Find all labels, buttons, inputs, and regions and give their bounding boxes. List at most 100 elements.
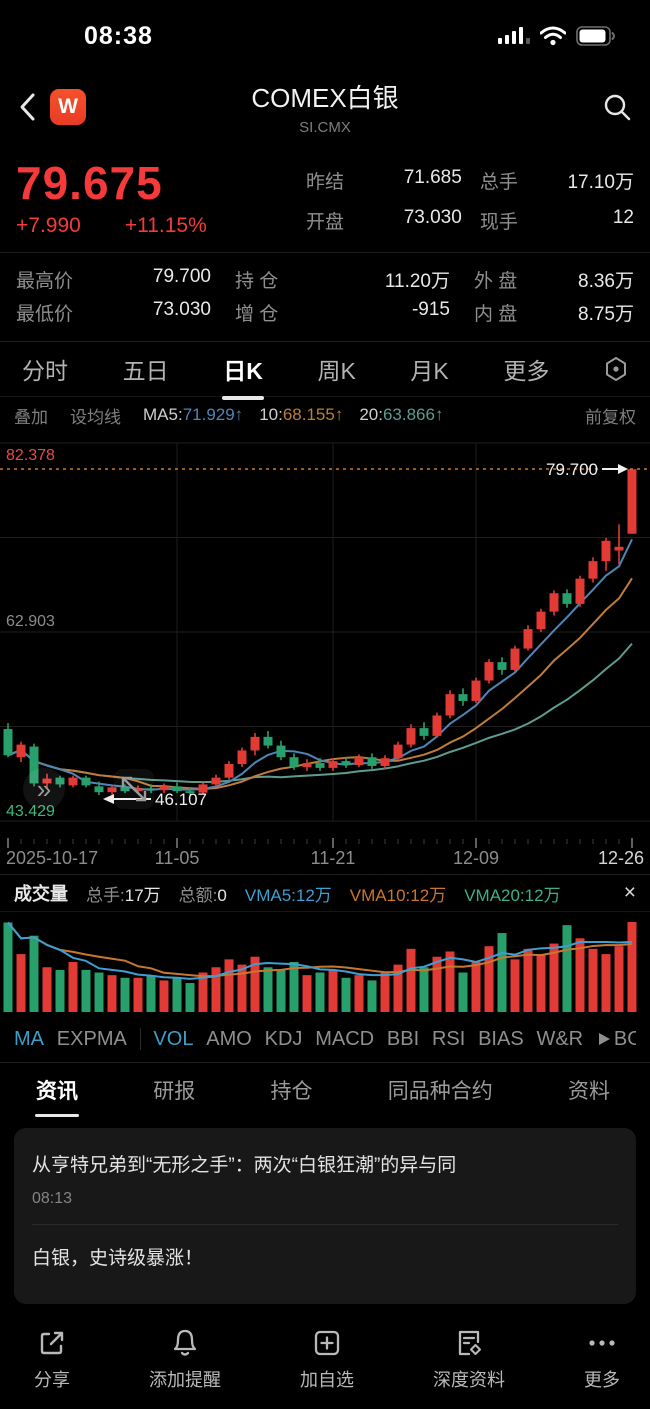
search-icon[interactable]: [602, 92, 632, 122]
wifi-icon: [540, 26, 566, 46]
vma20-value: VMA20:12万: [464, 885, 561, 905]
ma5-value: MA5:71.929↑: [143, 405, 244, 424]
axis-date-label: 2025-10-17: [6, 848, 99, 868]
last-price: 79.675: [16, 157, 163, 209]
page-title: COMEX白银: [251, 83, 399, 113]
tab-news[interactable]: 资讯: [36, 1063, 78, 1117]
axis-date-label: 12-09: [452, 848, 500, 868]
price-change: +7.990: [16, 214, 81, 237]
app-badge[interactable]: W: [50, 89, 86, 125]
tab-five-day[interactable]: 五日: [122, 358, 169, 384]
share-button[interactable]: 分享: [34, 1327, 70, 1392]
cellular-signal-icon: [498, 27, 530, 44]
x-axis: 2025-10-17 11-05 11-21 12-09 12-26: [0, 838, 650, 874]
volume-header: 成交量 总手:17万 总额:0 VMA5:12万 VMA10:12万 VMA20…: [0, 874, 650, 912]
field-outer-volume: 外 盘 8.36万: [474, 271, 634, 292]
indicator-rsi[interactable]: RSI: [431, 1027, 466, 1050]
svg-text:43.429: 43.429: [6, 803, 55, 820]
tab-intraday[interactable]: 分时: [22, 358, 68, 384]
quote-section: 79.675 +7.990 +11.15% 昨结 71.685 总手 17.10万 …: [0, 152, 650, 252]
volume-total-lots: 总手:17万: [86, 885, 161, 905]
indicator-vol[interactable]: VOL: [153, 1027, 194, 1050]
divider: [139, 1028, 141, 1050]
home-indicator-area: [0, 1402, 650, 1409]
tab-monthly-k[interactable]: 月K: [410, 358, 449, 384]
tab-more-periods[interactable]: 更多: [503, 358, 550, 384]
tab-daily-k[interactable]: 日K: [221, 342, 265, 396]
field-current-volume: 现手 12: [479, 206, 634, 233]
axis-date-label: 11-21: [310, 848, 356, 868]
ma-indicator-bar: 叠加 设均线 MA5:71.929↑ 10:68.155↑ 20:63.866↑…: [0, 397, 650, 433]
clock: 08:38: [84, 21, 153, 50]
adjust-mode-button[interactable]: 前复权: [585, 407, 636, 427]
add-alert-button[interactable]: 添加提醒: [149, 1327, 221, 1392]
indicator-kdj[interactable]: KDJ: [264, 1027, 303, 1050]
axis-date-label: 12-26: [597, 848, 644, 868]
set-ma-button[interactable]: 设均线: [70, 407, 121, 427]
field-inner-volume: 内 盘 8.75万: [474, 304, 634, 325]
share-icon: [40, 1331, 64, 1354]
ma20-value: 20:63.866↑: [359, 405, 444, 424]
stats-section: 最高价 79.700 持 仓 11.20万 外 盘 8.36万 最低价 73.030 增…: [0, 252, 650, 341]
news-item[interactable]: 白银，史诗级暴涨！: [32, 1223, 618, 1289]
overlay-button[interactable]: 叠加: [14, 407, 48, 427]
svg-text:82.378: 82.378: [6, 447, 55, 464]
axis-date-label: 11-05: [154, 848, 200, 868]
more-button[interactable]: 更多: [584, 1327, 620, 1392]
svg-text:79.700: 79.700: [546, 460, 598, 479]
field-open-interest: 持 仓 11.20万: [235, 271, 450, 292]
volume-title: 成交量: [14, 884, 68, 904]
tab-weekly-k[interactable]: 周K: [317, 358, 356, 384]
news-item[interactable]: 从亨特兄弟到“无形之手”：两次“白银狂潮”的异与同 08:13: [32, 1155, 457, 1207]
close-volume-pane-icon[interactable]: ×: [623, 881, 636, 904]
resize-handle-icon[interactable]: [114, 769, 154, 809]
play-icon: [598, 1033, 610, 1045]
field-low: 最低价 73.030: [16, 299, 211, 325]
volume-chart[interactable]: [0, 912, 650, 1016]
header: W COMEX白银 SI.CMX: [0, 62, 650, 152]
field-prev-settle: 昨结 71.685: [306, 166, 462, 193]
field-open: 开盘 73.030: [306, 206, 462, 233]
price-change-percent: +11.15%: [124, 214, 207, 237]
volume-total-amount: 总额:0: [178, 885, 227, 905]
field-high: 最高价 79.700: [16, 266, 211, 292]
indicator-expma[interactable]: EXPMA: [56, 1027, 127, 1050]
scroll-history-button[interactable]: »: [23, 768, 65, 810]
bottom-toolbar: 分享 添加提醒 加自选 深度资料 更多: [0, 1310, 650, 1402]
news-list: 从亨特兄弟到“无形之手”：两次“白银狂潮”的异与同 08:13 白银，史诗级暴涨…: [14, 1128, 636, 1304]
field-total-volume: 总手 17.10万: [479, 171, 634, 193]
indicator-ma[interactable]: MA: [14, 1027, 44, 1050]
vma10-value: VMA10:12万: [349, 885, 447, 905]
indicator-bbi[interactable]: BBI: [386, 1027, 420, 1050]
indicator-macd[interactable]: MACD: [315, 1027, 375, 1050]
indicator-bias[interactable]: BIAS: [478, 1027, 524, 1050]
add-watchlist-button[interactable]: 加自选: [300, 1327, 354, 1392]
deep-data-button[interactable]: 深度资料: [433, 1327, 505, 1392]
news-tabs: 资讯 研报 持仓 同品种合约 资料: [0, 1062, 650, 1116]
back-icon[interactable]: [18, 91, 38, 123]
chart-settings-icon[interactable]: [602, 355, 630, 383]
indicator-wr[interactable]: W&R: [536, 1027, 584, 1050]
tab-positions[interactable]: 持仓: [270, 1079, 313, 1103]
document-diamond-icon: [458, 1330, 481, 1355]
vma5-value: VMA5:12万: [244, 885, 332, 905]
ellipsis-icon: [589, 1339, 615, 1346]
plus-square-icon: [314, 1330, 340, 1355]
indicator-boll[interactable]: BOLL: [596, 1028, 636, 1051]
kline-chart-area[interactable]: 79.700 82.378 62.903 43.429 46.107 » 2025-10-…: [0, 433, 650, 874]
svg-text:46.107: 46.107: [155, 790, 207, 809]
tab-research[interactable]: 研报: [153, 1079, 196, 1103]
ma10-value: 10:68.155↑: [259, 405, 344, 424]
bell-icon: [173, 1329, 197, 1356]
tab-related-contracts[interactable]: 同品种合约: [387, 1079, 493, 1103]
indicator-amo[interactable]: AMO: [206, 1027, 252, 1050]
battery-icon: [576, 26, 615, 46]
field-oi-change: 增 仓 -915: [235, 299, 450, 325]
tab-profile[interactable]: 资料: [568, 1079, 610, 1103]
status-bar: 08:38: [0, 0, 650, 62]
kline-chart[interactable]: 79.700 82.378 62.903 43.429 46.107 »: [0, 433, 650, 833]
indicator-tabs: MA EXPMA VOL AMO KDJ MACD BBI RSI BIAS W…: [0, 1016, 650, 1062]
svg-text:62.903: 62.903: [6, 613, 55, 630]
period-tabs: 分时 五日 日K 周K 月K 更多: [0, 341, 650, 397]
symbol-code: SI.CMX: [299, 119, 351, 136]
